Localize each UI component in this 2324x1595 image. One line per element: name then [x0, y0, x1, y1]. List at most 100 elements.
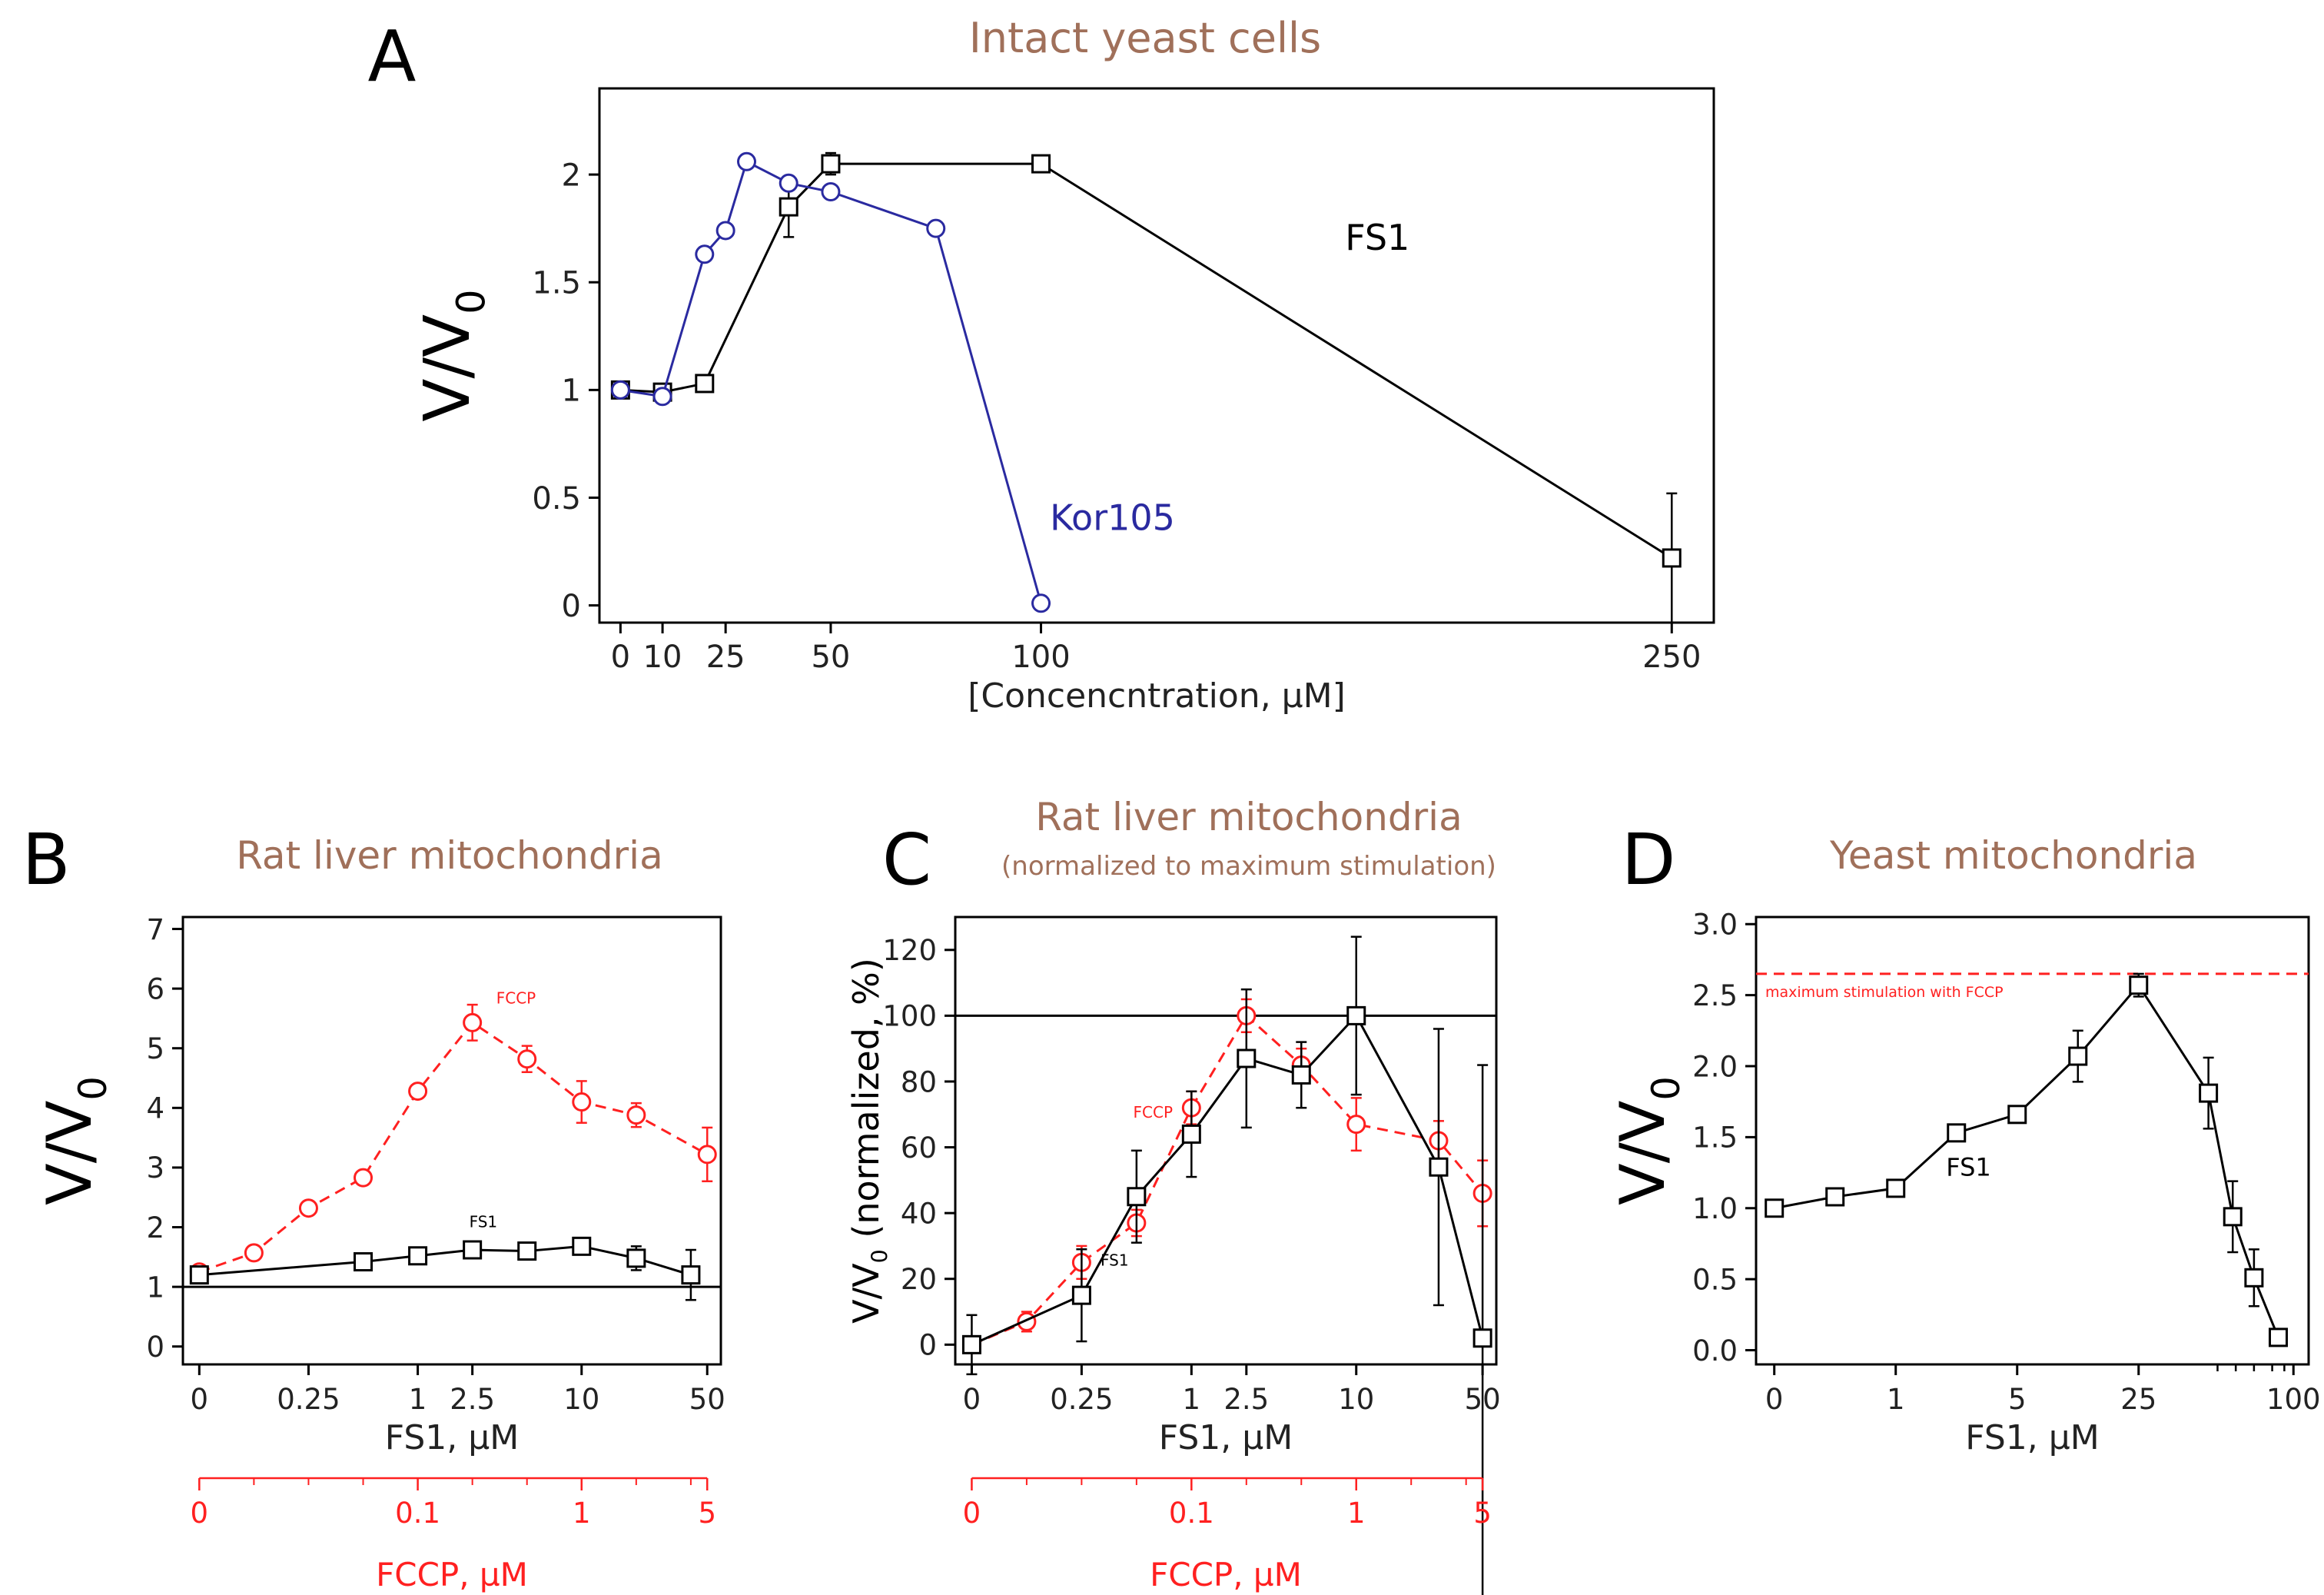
data-point-square [2007, 1105, 2027, 1125]
series-annotation: FCCP [1134, 1103, 1174, 1121]
data-point-circle [737, 151, 757, 171]
data-point-circle [1031, 593, 1051, 613]
y-tick-label: 0.5 [1692, 1263, 1738, 1296]
secondary-axis-label: FCCP, µM [376, 1556, 528, 1593]
x-tick-label: 50 [811, 640, 850, 675]
chart-title: Yeast mitochondria [1829, 833, 2197, 878]
data-point-square [779, 197, 798, 217]
y-tick-label: 2 [146, 1211, 164, 1244]
y-tick-label: 120 [882, 934, 937, 967]
y-axis-label: V/V0 (normalized, %) [845, 958, 893, 1324]
panel-letter: B [22, 819, 70, 901]
panel-a: A Intact yeast cells 0 0.5 1 1.5 2 0 10 25 50 100 25… [368, 14, 1715, 716]
data-point-circle [517, 1049, 537, 1069]
x-tick-label: 25 [2120, 1383, 2156, 1416]
data-point-square [572, 1236, 592, 1256]
x-tick-label: 50 [689, 1383, 725, 1416]
x-tick-label: 1 [1887, 1383, 1905, 1416]
data-point-square [961, 1334, 981, 1354]
y-tick-label: 60 [901, 1131, 937, 1165]
y-axis-label: V/V0 [34, 1076, 115, 1205]
x-tick-label: 2.5 [1223, 1383, 1269, 1416]
series-annotation: FS1 [1101, 1251, 1129, 1270]
x-tick-label: 1 [409, 1383, 427, 1416]
secondary-tick-label: 1 [573, 1497, 591, 1530]
data-point-square [1825, 1187, 1845, 1207]
x-tick-label: 0 [611, 640, 630, 675]
series-line [620, 160, 1042, 604]
y-tick-label: 0.0 [1692, 1334, 1738, 1367]
data-point-square [681, 1265, 701, 1285]
x-axis-label: FS1, µM [1159, 1418, 1293, 1457]
series-line [198, 1021, 708, 1274]
x-tick-label: 0 [191, 1383, 209, 1416]
x-axis-label: FS1, µM [1965, 1418, 2099, 1457]
panel-c: C Rat liver mitochondria (normalized to ma… [845, 795, 1501, 1595]
y-tick-label: 1.5 [1692, 1121, 1738, 1155]
y-tick-label: 0 [146, 1331, 164, 1364]
chart-title: Intact yeast cells [969, 14, 1321, 62]
y-tick-label: 100 [882, 1000, 937, 1033]
data-point-circle [715, 221, 735, 241]
x-axis-label: [Concencntration, µM] [968, 676, 1346, 716]
plot-frame [181, 915, 722, 1366]
secondary-tick-label: 0 [963, 1497, 981, 1530]
data-point-circle [626, 1105, 646, 1125]
data-point-square [2068, 1046, 2088, 1066]
data-point-square [695, 374, 715, 394]
secondary-tick-label: 5 [698, 1497, 716, 1530]
chart-title: Rat liver mitochondria [236, 833, 662, 878]
y-tick-label: 3.0 [1692, 909, 1738, 942]
data-point-square [189, 1265, 209, 1285]
data-point-square [626, 1248, 646, 1268]
data-point-square [1346, 1005, 1366, 1025]
reference-label: maximum stimulation with FCCP [1765, 984, 2004, 1001]
y-tick-label: 80 [901, 1065, 937, 1098]
data-point-circle [926, 218, 946, 238]
series-line [971, 1013, 1484, 1346]
data-point-square [2199, 1083, 2219, 1103]
panel-letter: A [368, 15, 417, 98]
x-tick-label: 0 [963, 1383, 981, 1416]
chart-title: Rat liver mitochondria [1035, 795, 1462, 839]
data-point-square [1127, 1187, 1147, 1207]
panel-letter: C [882, 819, 931, 901]
x-tick-label: 5 [2008, 1383, 2027, 1416]
x-tick-label: 2.5 [450, 1383, 495, 1416]
x-tick-label: 100 [1011, 640, 1070, 675]
series-fs1 [961, 935, 1492, 1595]
data-point-square [1429, 1157, 1449, 1177]
chart-subtitle: (normalized to maximum stimulation) [1001, 851, 1496, 882]
x-tick-label: 0.25 [1050, 1383, 1113, 1416]
data-point-square [2268, 1328, 2288, 1347]
y-tick-label: 1 [562, 374, 581, 409]
data-point-square [1031, 154, 1051, 174]
data-point-square [1237, 1048, 1257, 1068]
data-point-square [1181, 1124, 1201, 1144]
series-fs1 [1765, 972, 2288, 1347]
y-tick-label: 6 [146, 972, 164, 1005]
series-fs1 [189, 1236, 701, 1301]
data-point-circle [298, 1198, 318, 1218]
series-annotation: Kor105 [1050, 497, 1175, 538]
data-point-square [354, 1252, 374, 1272]
series-line [971, 1014, 1484, 1346]
data-point-circle [408, 1082, 428, 1102]
y-tick-label: 20 [901, 1263, 937, 1296]
y-tick-label: 3 [146, 1151, 164, 1185]
secondary-axis: 0 0.1 1 5 FCCP, µM [963, 1477, 1492, 1593]
data-point-square [1662, 548, 1682, 568]
data-point-circle [244, 1243, 264, 1263]
secondary-tick-label: 0 [191, 1497, 209, 1530]
data-point-circle [821, 182, 841, 202]
data-point-square [517, 1241, 537, 1261]
series-fccp [189, 1003, 717, 1282]
series-line [199, 1244, 692, 1277]
data-point-circle [697, 1145, 717, 1165]
panel-d: D Yeast mitochondria 0.0 0.5 1.0 1.5 2.0 2.5 3.0… [1607, 819, 2321, 1457]
series-annotation: FS1 [1345, 217, 1409, 258]
y-tick-label: 1 [146, 1271, 164, 1304]
data-point-circle [354, 1168, 374, 1188]
